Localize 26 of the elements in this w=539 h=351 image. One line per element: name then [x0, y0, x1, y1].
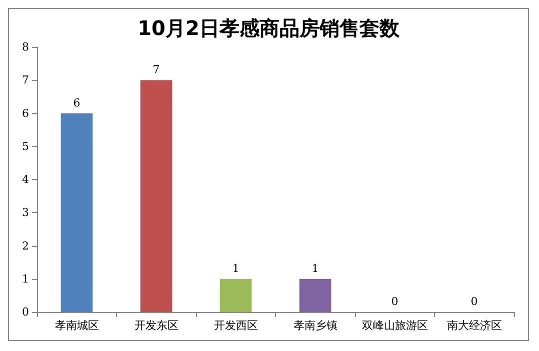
y-tick-label: 1 — [22, 272, 29, 286]
bar — [220, 278, 252, 312]
y-tick-label: 3 — [22, 206, 29, 220]
y-tick-label: 8 — [22, 40, 29, 54]
y-tick-label: 0 — [22, 306, 29, 318]
x-tick-label: 孝南城区 — [54, 319, 99, 332]
x-tick-label: 孝南乡镇 — [293, 319, 338, 332]
x-tick-label: 双峰山旅游区 — [362, 319, 428, 332]
x-tick-label: 开发东区 — [134, 319, 178, 332]
x-tick-label: 南大经济区 — [446, 319, 502, 332]
y-tick-label: 5 — [22, 140, 29, 153]
bar — [299, 278, 332, 312]
chart-title: 10月2日孝感商品房销售套数 — [138, 16, 400, 40]
y-tick-label: 2 — [22, 239, 29, 252]
data-label: 0 — [391, 295, 398, 308]
data-label: 6 — [73, 96, 80, 110]
bar — [60, 113, 93, 312]
data-label: 7 — [152, 63, 160, 76]
data-label: 1 — [232, 262, 240, 275]
y-tick-label: 7 — [22, 74, 29, 87]
bar — [140, 80, 172, 312]
data-label: 1 — [312, 262, 319, 275]
x-tick-label: 开发西区 — [214, 319, 258, 332]
data-label: 0 — [470, 295, 478, 308]
y-tick-label: 4 — [22, 173, 29, 186]
y-tick-label: 6 — [22, 106, 29, 120]
